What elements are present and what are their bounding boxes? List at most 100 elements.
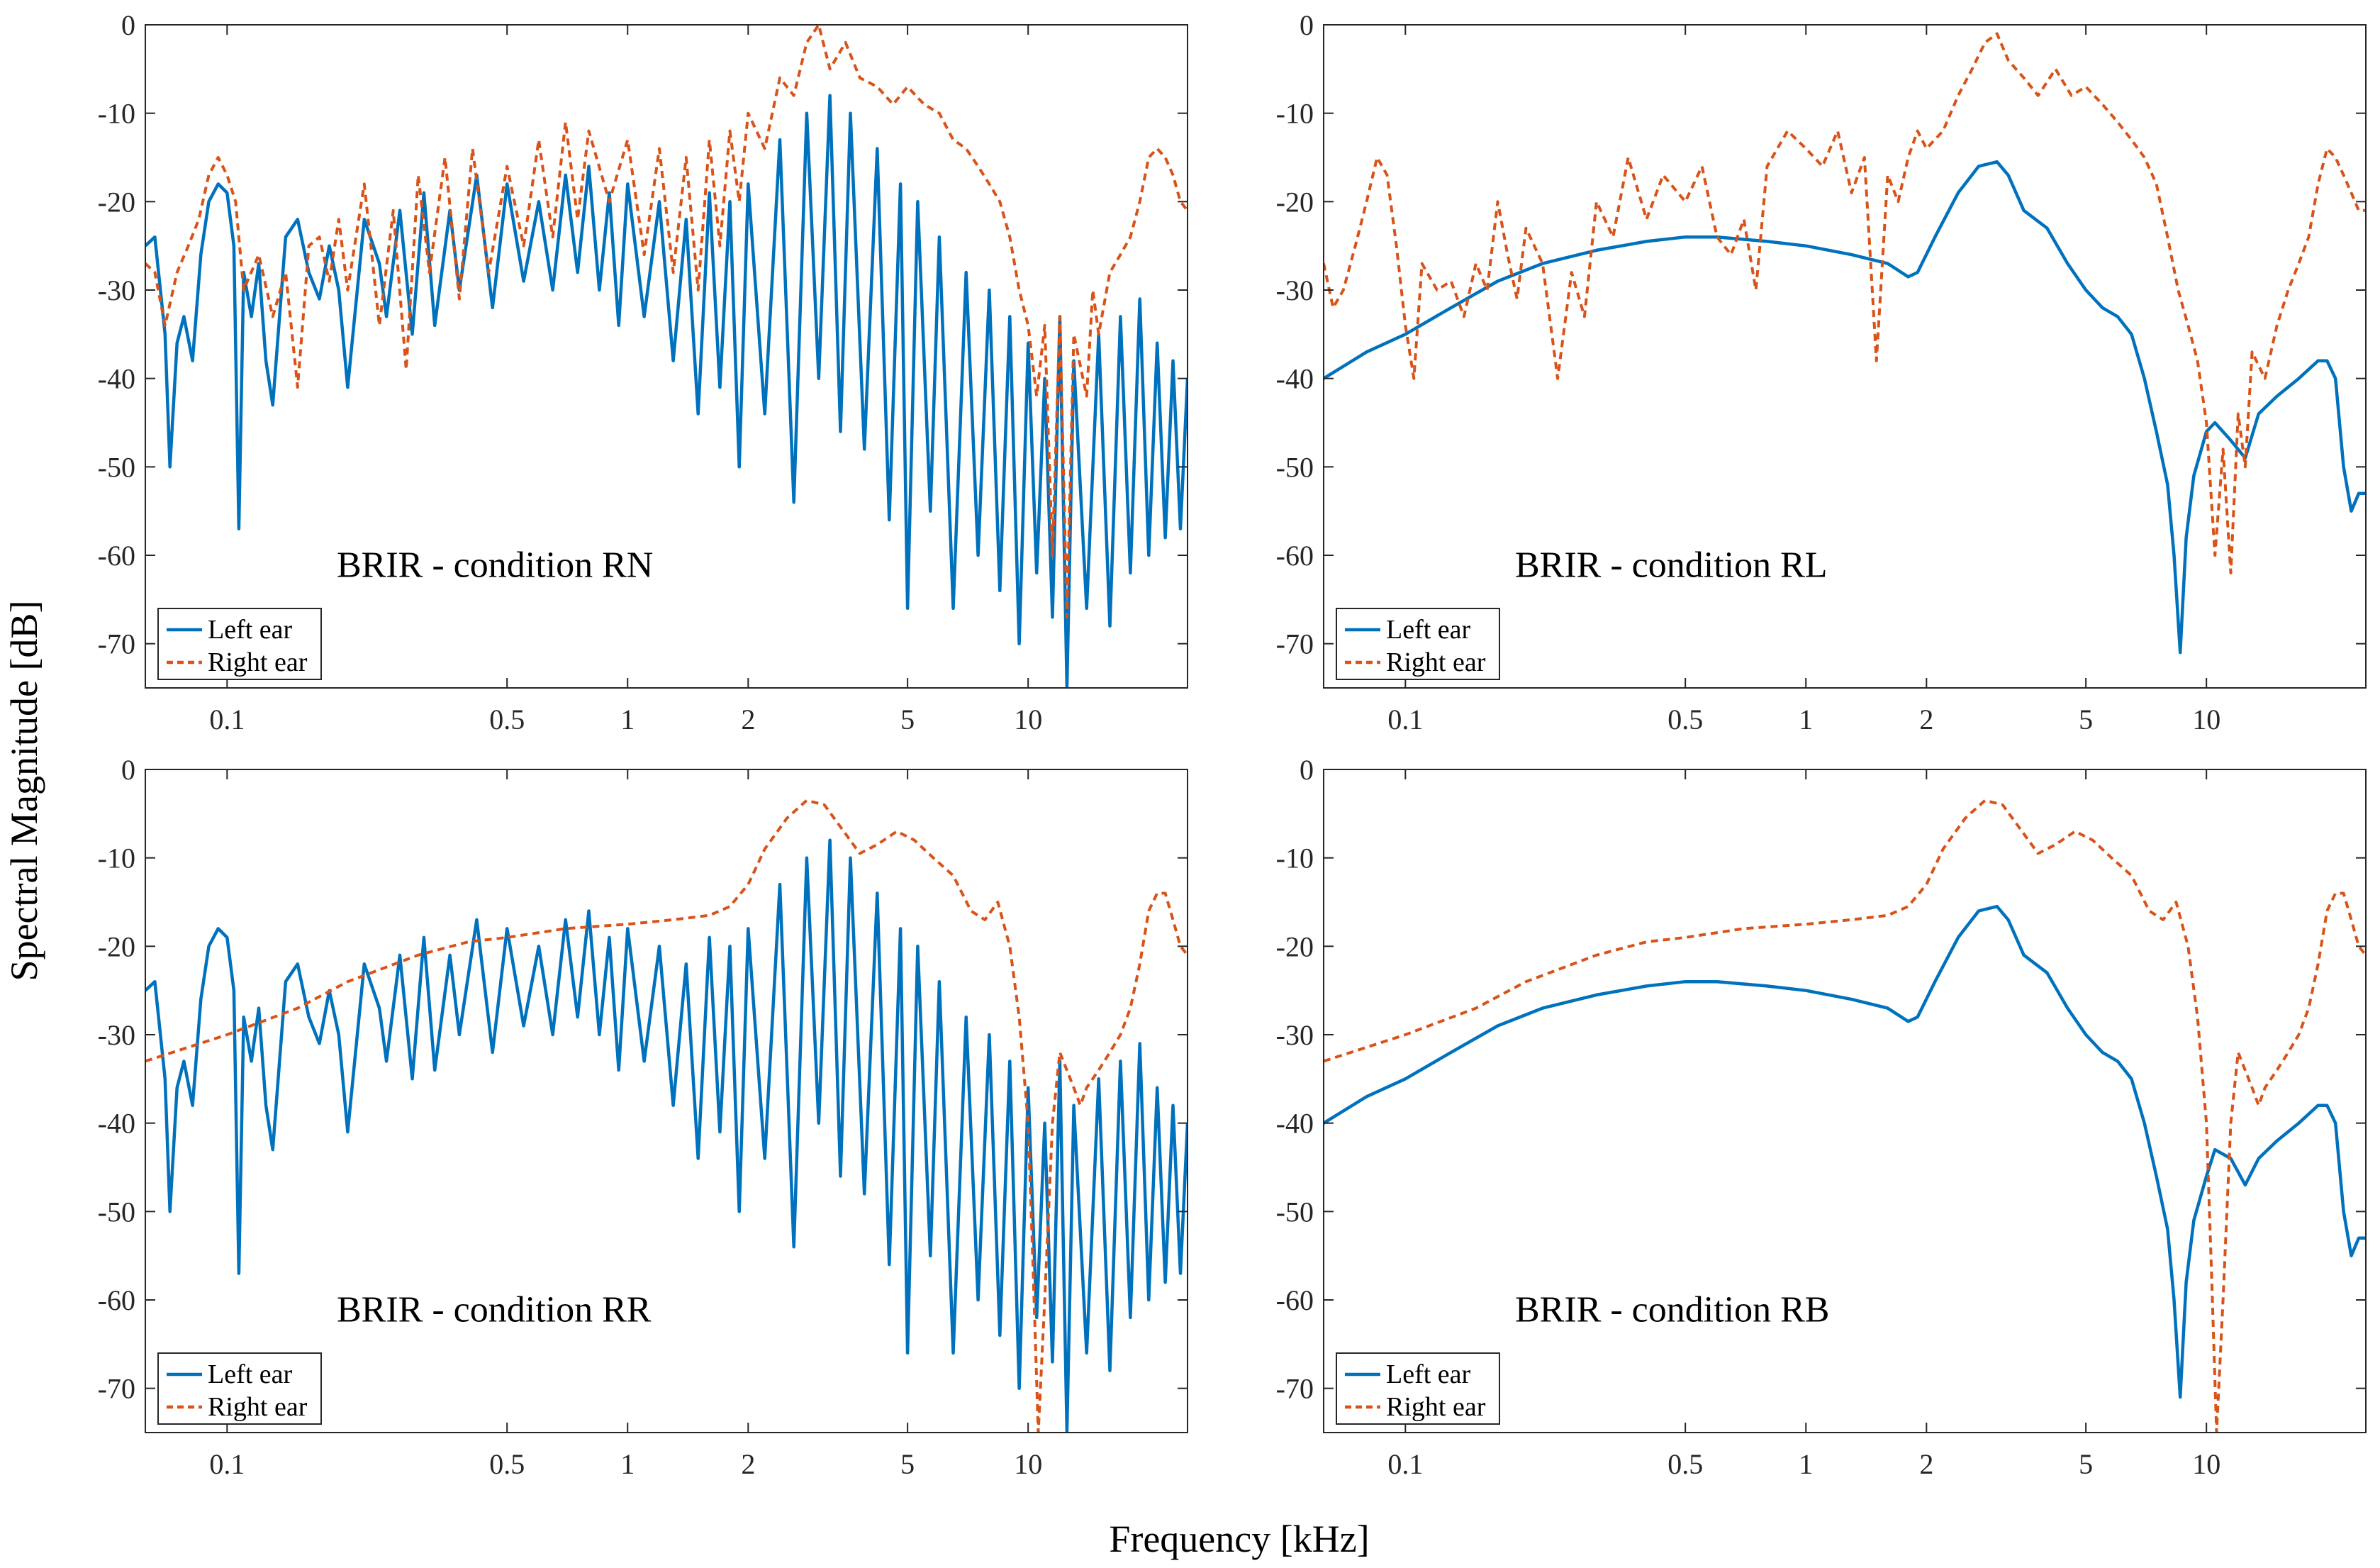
axes-box [145, 24, 1188, 689]
condition-label: BRIR - condition RN [337, 545, 653, 585]
y-tick-label: 0 [1300, 9, 1314, 41]
series-group [1324, 799, 2366, 1433]
series-line-right-ear [1324, 32, 2366, 574]
legend-label: Left ear [1386, 1360, 1471, 1389]
y-tick-label: -50 [1276, 1196, 1314, 1228]
y-axis-label: Spectral Magnitude [dB] [3, 601, 45, 982]
axes-box [145, 769, 1188, 1433]
y-tick-label: -60 [98, 540, 135, 572]
series-group [145, 799, 1188, 1433]
legend: Left ear Right ear [1336, 1352, 1500, 1425]
plot-area [145, 25, 1188, 688]
x-tick-label: 5 [2079, 1448, 2093, 1480]
y-tick-label: -70 [98, 1373, 135, 1405]
x-tick-label: 1 [1799, 704, 1813, 735]
y-tick-label: -30 [1276, 274, 1314, 306]
x-tick-label: 1 [620, 704, 635, 735]
y-tick-label: -30 [1276, 1019, 1314, 1051]
y-tick-label: -10 [1276, 98, 1314, 130]
y-tick-label: -60 [1276, 540, 1314, 572]
series-line-right-ear [145, 799, 1188, 1433]
chart-panel-3: 0.1 0.5 1 2 5 10 0 -10 -20 -30 -40 -50 -60 -70 BRIR - … [98, 754, 1188, 1480]
x-tick-label: 0.1 [209, 1448, 245, 1480]
y-tick-label: -20 [98, 930, 135, 962]
y-tick-label: -50 [98, 451, 135, 483]
y-tick-label: 0 [1300, 754, 1314, 786]
x-tick-label: 0.5 [489, 1448, 525, 1480]
x-tick-label: 5 [900, 704, 915, 735]
x-axis-label: Frequency [kHz] [1109, 1518, 1369, 1560]
y-tick-label: -70 [98, 628, 135, 660]
x-tick-label: 10 [1014, 1448, 1042, 1480]
axes-box [1323, 769, 2367, 1433]
y-tick-label: -70 [1276, 1373, 1314, 1405]
series-line-left-ear [145, 94, 1188, 688]
x-tick-label: 0.5 [489, 704, 525, 735]
condition-label: BRIR - condition RL [1515, 545, 1828, 585]
y-tick-label: -10 [1276, 843, 1314, 874]
x-tick-label: 0.5 [1667, 1448, 1703, 1480]
legend-box [1336, 608, 1500, 680]
x-tick-label: 10 [1014, 704, 1042, 735]
condition-label: BRIR - condition RB [1515, 1289, 1829, 1330]
series-line-left-ear [145, 838, 1188, 1433]
x-tick-label: 0.1 [1387, 1448, 1423, 1480]
plot-area [1324, 25, 2366, 688]
legend-label: Right ear [208, 647, 308, 677]
y-tick-label: -40 [98, 363, 135, 395]
y-tick-label: -70 [1276, 628, 1314, 660]
series-line-right-ear [1324, 799, 2366, 1433]
x-tick-label: 2 [1919, 1448, 1933, 1480]
y-tick-label: -50 [1276, 451, 1314, 483]
x-tick-label: 10 [2192, 1448, 2220, 1480]
y-tick-label: -60 [1276, 1284, 1314, 1316]
y-tick-label: -10 [98, 843, 135, 874]
y-tick-label: -10 [98, 98, 135, 130]
series-group [145, 25, 1188, 688]
chart-panel-2: 0.1 0.5 1 2 5 10 0 -10 -20 -30 -40 -50 -60 -70 BRIR - … [1276, 9, 2367, 735]
y-tick-label: -20 [98, 186, 135, 218]
y-tick-label: -20 [1276, 186, 1314, 218]
x-tick-label: 10 [2192, 704, 2220, 735]
legend-box [157, 608, 322, 680]
y-tick-label: -40 [1276, 363, 1314, 395]
x-tick-label: 0.5 [1667, 704, 1703, 735]
y-tick-label: -30 [98, 1019, 135, 1051]
legend-box [1336, 1352, 1500, 1425]
x-tick-label: 1 [620, 1448, 635, 1480]
axes-box [1323, 24, 2367, 689]
series-line-right-ear [145, 25, 1188, 619]
x-tick-label: 5 [2079, 704, 2093, 735]
legend-label: Right ear [208, 1392, 308, 1422]
y-tick-label: -50 [98, 1196, 135, 1228]
x-tick-label: 2 [1919, 704, 1933, 735]
chart-panel-4: 0.1 0.5 1 2 5 10 0 -10 -20 -30 -40 -50 -60 -70 BRIR - … [1276, 754, 2367, 1480]
x-tick-label: 0.1 [209, 704, 245, 735]
series-line-left-ear [1324, 160, 2366, 655]
x-tick-label: 5 [900, 1448, 915, 1480]
legend-label: Right ear [1386, 1392, 1486, 1422]
series-line-left-ear [1324, 904, 2366, 1399]
plot-area [1324, 769, 2366, 1433]
y-tick-label: -60 [98, 1284, 135, 1316]
y-tick-label: -20 [1276, 930, 1314, 962]
x-tick-label: 2 [741, 704, 755, 735]
x-tick-label: 0.1 [1387, 704, 1423, 735]
chart-panel-1: 0.1 0.5 1 2 5 10 0 -10 -20 -30 -40 -50 -60 -70 BRIR - … [98, 9, 1188, 735]
x-tick-label: 1 [1799, 1448, 1813, 1480]
y-tick-label: -30 [98, 274, 135, 306]
x-tick-label: 2 [741, 1448, 755, 1480]
legend-label: Left ear [1386, 615, 1471, 645]
plot-area [145, 769, 1188, 1433]
condition-label: BRIR - condition RR [337, 1289, 652, 1330]
y-tick-label: 0 [121, 754, 135, 786]
y-tick-label: -40 [98, 1108, 135, 1140]
y-tick-label: 0 [121, 9, 135, 41]
legend-box [157, 1352, 322, 1425]
y-tick-label: -40 [1276, 1108, 1314, 1140]
